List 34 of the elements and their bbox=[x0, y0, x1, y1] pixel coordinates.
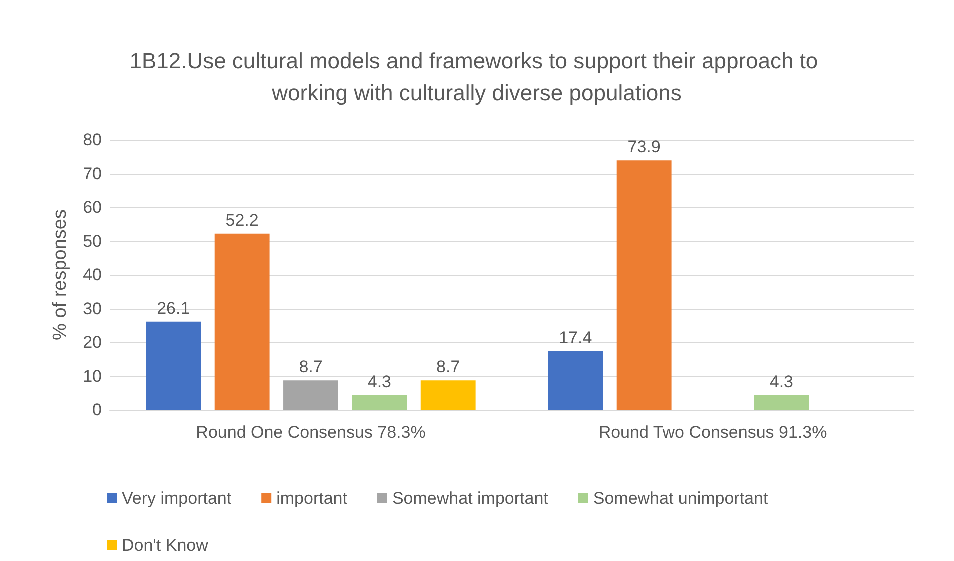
bar bbox=[352, 395, 408, 410]
y-tick-label: 20 bbox=[83, 333, 102, 352]
data-label: 4.3 bbox=[770, 372, 794, 392]
legend-label: Very important bbox=[122, 489, 232, 508]
data-label: 52.2 bbox=[226, 210, 259, 230]
x-tick-label: Round One Consensus 78.3% bbox=[196, 423, 426, 442]
y-tick-label: 70 bbox=[83, 164, 102, 184]
bar bbox=[214, 234, 270, 410]
data-label: 26.1 bbox=[157, 298, 190, 318]
bar bbox=[146, 322, 202, 410]
legend-label: Don't Know bbox=[122, 536, 210, 555]
y-tick-label: 80 bbox=[83, 130, 102, 150]
legend-label: important bbox=[276, 489, 348, 508]
x-tick-label: Round Two Consensus 91.3% bbox=[598, 423, 828, 442]
y-tick-label: 0 bbox=[92, 400, 102, 420]
y-axis-title: % of responses bbox=[50, 210, 71, 340]
y-tick-label: 10 bbox=[83, 366, 102, 386]
bar bbox=[548, 351, 604, 410]
chart-title: 1B12.Use cultural models and frameworks to support their approach to working with culturally diverse populations bbox=[130, 48, 824, 106]
bar bbox=[754, 395, 810, 410]
y-tick-label: 60 bbox=[83, 198, 102, 217]
data-label: 8.7 bbox=[299, 358, 323, 377]
data-label: 4.3 bbox=[368, 372, 392, 392]
data-label: 73.9 bbox=[628, 138, 661, 157]
legend-label: Somewhat important bbox=[392, 489, 549, 508]
data-label: 8.7 bbox=[436, 358, 460, 377]
y-tick-label: 50 bbox=[83, 232, 102, 251]
bar bbox=[616, 160, 672, 410]
bar bbox=[420, 380, 476, 410]
data-label: 17.4 bbox=[559, 328, 592, 348]
legend-label: Somewhat unimportant bbox=[593, 489, 768, 508]
bar bbox=[284, 380, 338, 410]
y-tick-label: 40 bbox=[83, 266, 102, 284]
y-tick-label: 30 bbox=[83, 299, 102, 318]
